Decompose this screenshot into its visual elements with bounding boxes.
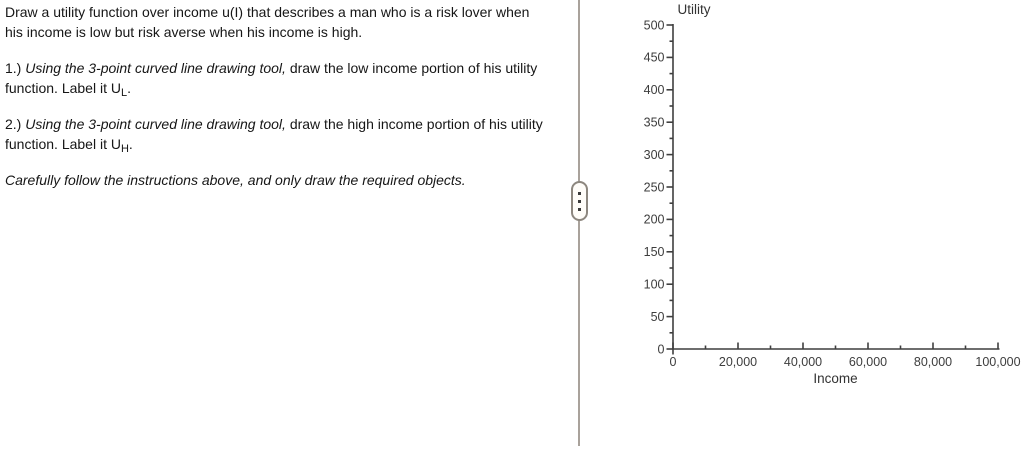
instruction-paragraph: 2.) Using the 3-point curved line drawin… <box>5 116 543 155</box>
x-tick-label: 40,000 <box>784 355 822 369</box>
x-tick-label: 60,000 <box>849 355 887 369</box>
y-tick-label: 150 <box>644 245 665 259</box>
vertical-ellipsis-icon <box>578 191 581 211</box>
y-axis-title: Utility <box>678 2 711 17</box>
y-tick-label: 300 <box>644 148 665 162</box>
instruction-paragraph: Draw a utility function over income u(I)… <box>5 4 530 40</box>
instructions: Draw a utility function over income u(I)… <box>5 2 546 206</box>
y-tick-label: 100 <box>644 278 665 292</box>
x-tick-label: 0 <box>670 355 677 369</box>
y-tick-label: 50 <box>651 310 665 324</box>
x-tick-label: 80,000 <box>914 355 952 369</box>
y-tick-label: 450 <box>644 51 665 65</box>
y-tick-label: 250 <box>644 180 665 194</box>
instruction-paragraph: 1.) Using the 3-point curved line drawin… <box>5 60 538 99</box>
x-tick-label: 20,000 <box>719 355 757 369</box>
plot-area[interactable] <box>673 25 998 349</box>
x-tick-label: 100,000 <box>975 355 1020 369</box>
pane-resizer-handle[interactable] <box>571 181 588 221</box>
y-tick-label: 200 <box>644 213 665 227</box>
x-axis-title: Income <box>813 371 857 386</box>
y-tick-label: 400 <box>644 83 665 97</box>
instruction-paragraph: Carefully follow the instructions above,… <box>5 172 466 188</box>
pane-divider <box>578 0 580 446</box>
y-tick-label: 350 <box>644 116 665 130</box>
chart-axes: 0 50 100 150 200 250 300 350 400 450 500 0 20,000 40,… <box>644 18 1021 369</box>
y-tick-label: 0 <box>658 342 665 356</box>
y-tick-label: 500 <box>644 18 665 32</box>
chart-svg: 0 50 100 150 200 250 300 350 400 450 500 0 20,000 40,… <box>644 2 1021 386</box>
